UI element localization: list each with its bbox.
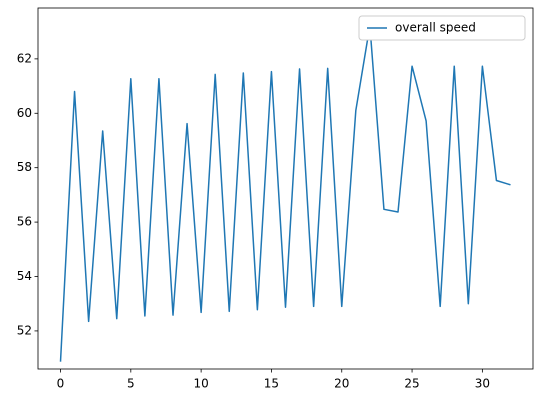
legend-box bbox=[358, 15, 526, 41]
y-tick-label: 58 bbox=[17, 160, 32, 174]
line-series bbox=[59, 24, 511, 362]
plot-frame bbox=[37, 7, 534, 370]
y-tick-label: 62 bbox=[17, 51, 32, 65]
y-tick-label: 52 bbox=[17, 323, 32, 337]
x-tick-label: 15 bbox=[264, 377, 279, 391]
x-tick-label: 10 bbox=[193, 377, 208, 391]
x-tick-label: 25 bbox=[404, 377, 419, 391]
x-tick-label: 5 bbox=[127, 377, 135, 391]
y-tick-label: 60 bbox=[17, 106, 32, 120]
y-tick-label: 56 bbox=[17, 215, 32, 229]
legend-label: overall speed bbox=[395, 21, 476, 35]
y-tick-label: 54 bbox=[17, 269, 32, 283]
x-tick-label: 20 bbox=[334, 377, 349, 391]
x-tick-label: 0 bbox=[57, 377, 65, 391]
x-tick-label: 30 bbox=[475, 377, 490, 391]
